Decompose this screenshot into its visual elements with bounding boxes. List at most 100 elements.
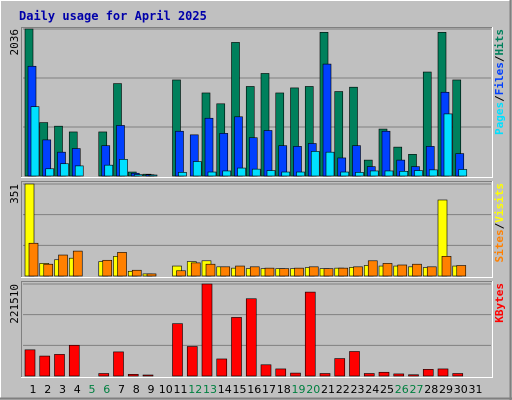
bar-pages-day-27	[414, 170, 423, 177]
bar-kbytes-day-18	[275, 368, 287, 377]
bar-pages-day-18	[281, 171, 291, 177]
bar-files-day-25	[381, 130, 391, 177]
x-tick-label-17: 17	[262, 383, 276, 396]
bar-pages-day-22	[340, 171, 350, 177]
bar-pages-day-9	[148, 174, 158, 177]
bar-pages-day-15	[237, 167, 246, 177]
bar-sites-day-25	[382, 263, 393, 277]
bar-sites-day-29	[441, 256, 452, 277]
x-tick-label-29: 29	[439, 383, 453, 396]
bar-kbytes-day-3	[54, 354, 65, 377]
bar-sites-day-26	[397, 264, 408, 277]
x-tick-label-8: 8	[133, 383, 140, 396]
bar-pages-day-13	[207, 171, 217, 177]
x-axis: 1 2 3 4 5 6 7 8 9 10 11 12 13 14 15 16 17 18 19 20 21 22 23 24 2…	[30, 383, 483, 396]
bar-kbytes-day-12	[186, 346, 198, 377]
bar-pages-day-21	[325, 151, 335, 177]
x-tick-label-15: 15	[233, 383, 247, 396]
x-tick-label-26: 26	[395, 383, 409, 396]
legend-item: /	[493, 222, 506, 229]
bar-sites-day-8	[131, 269, 142, 277]
bar-sites-day-6	[102, 259, 113, 277]
bar-files-day-18	[278, 145, 288, 177]
x-tick-label-1: 1	[30, 383, 37, 396]
legend-1: Pages/Files/Hits	[493, 29, 506, 135]
bar-kbytes-day-11	[172, 323, 183, 377]
bar-sites-day-27	[412, 263, 422, 277]
bar-files-day-11	[175, 130, 184, 177]
bar-sites-day-7	[117, 252, 127, 277]
legend-item: Files	[493, 62, 506, 95]
bar-pages-day-20	[310, 151, 320, 177]
legend-item: KBytes	[493, 283, 506, 323]
x-tick-label-21: 21	[321, 383, 335, 396]
bar-kbytes-day-4	[68, 344, 80, 377]
legend-2: Sites/Visits	[493, 183, 506, 263]
legend-3: KBytes	[493, 283, 506, 323]
bar-sites-day-19	[294, 267, 304, 277]
bar-sites-day-20	[308, 266, 319, 277]
bar-kbytes-day-9	[142, 374, 154, 377]
bar-sites-day-3	[58, 254, 68, 277]
x-tick-label-30: 30	[454, 383, 468, 396]
x-tick-label-24: 24	[365, 383, 379, 396]
x-tick-label-25: 25	[380, 383, 394, 396]
panels-layer: 2036Pages/Files/Hits351Sites/Visits22151…	[8, 27, 506, 378]
x-tick-label-5: 5	[89, 383, 96, 396]
bar-kbytes-day-15	[231, 317, 242, 377]
bar-sites-day-12	[190, 262, 201, 277]
x-tick-label-9: 9	[148, 383, 155, 396]
bar-sites-day-2	[43, 263, 54, 277]
bar-pages-day-3	[60, 163, 69, 177]
bar-pages-day-28	[428, 169, 438, 177]
x-tick-label-14: 14	[218, 383, 232, 396]
bar-sites-day-22	[338, 267, 349, 277]
x-tick-label-6: 6	[103, 383, 110, 396]
bar-kbytes-day-28	[422, 369, 434, 377]
x-tick-label-19: 19	[292, 383, 306, 396]
x-tick-label-7: 7	[118, 383, 125, 396]
bar-kbytes-day-7	[113, 351, 124, 377]
bar-kbytes-day-26	[393, 373, 405, 377]
x-tick-label-20: 20	[306, 383, 320, 396]
bar-sites-day-1	[28, 242, 39, 277]
bar-sites-day-21	[323, 268, 334, 277]
bar-pages-day-8	[133, 174, 143, 177]
x-tick-label-2: 2	[44, 383, 51, 396]
bar-sites-day-17	[264, 267, 275, 277]
bar-files-day-15	[234, 116, 243, 177]
bar-pages-day-14	[222, 170, 232, 177]
bar-pages-day-2	[45, 168, 55, 177]
bar-sites-day-28	[426, 266, 437, 277]
legend-item: /	[493, 55, 506, 62]
legend-item: Visits	[493, 183, 506, 223]
bar-kbytes-day-16	[245, 298, 257, 377]
bar-kbytes-day-21	[319, 373, 331, 377]
bar-pages-day-6	[104, 164, 114, 177]
bar-pages-day-23	[355, 172, 364, 177]
bar-pages-day-26	[399, 171, 409, 177]
bar-pages-day-1	[30, 106, 40, 177]
x-tick-label-16: 16	[247, 383, 261, 396]
bar-kbytes-day-17	[260, 364, 272, 377]
bar-sites-day-9	[146, 273, 157, 277]
legend-item: Hits	[493, 29, 506, 56]
bar-pages-day-17	[266, 170, 276, 177]
chart-title: Daily usage for April 2025	[19, 9, 207, 23]
x-tick-label-31: 31	[469, 383, 483, 396]
bar-kbytes-day-19	[290, 372, 301, 377]
legend-item: Pages	[493, 102, 506, 135]
bar-kbytes-day-25	[378, 371, 390, 377]
bar-kbytes-day-14	[216, 358, 228, 377]
bar-kbytes-day-8	[127, 374, 139, 377]
y-max-label: 351	[8, 184, 21, 204]
bar-kbytes-day-6	[98, 373, 110, 377]
bar-pages-day-29	[443, 113, 453, 177]
bar-kbytes-day-23	[349, 351, 360, 377]
bar-sites-day-14	[220, 266, 231, 277]
bar-sites-day-23	[353, 266, 363, 277]
bar-sites-day-15	[235, 265, 245, 277]
chart-panel-3: 221510 KBytes	[8, 281, 506, 378]
x-tick-label-11: 11	[174, 383, 188, 396]
